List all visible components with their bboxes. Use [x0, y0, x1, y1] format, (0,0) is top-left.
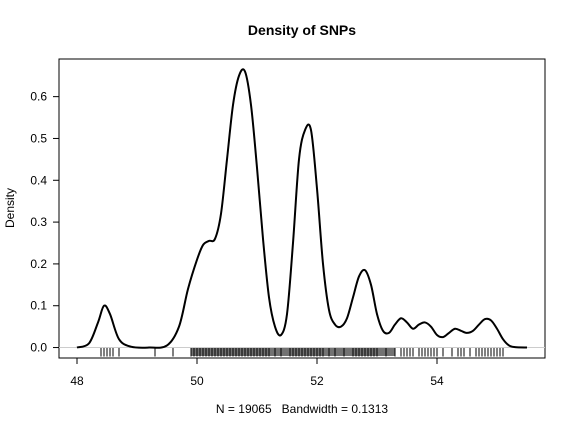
y-axis-label: Density: [3, 188, 17, 228]
rug-marks: [59, 347, 545, 357]
x-axis-label: N = 19065 Bandwidth = 0.1313: [216, 402, 388, 416]
axis-ticks: 48 50 52 54 0.0 0.1 0.2 0.3 0.4 0.5 0.6: [30, 90, 444, 388]
y-tick-label: 0.4: [30, 173, 47, 187]
y-tick-label: 0.0: [30, 341, 47, 355]
density-curve: [76, 68, 528, 349]
y-tick-label: 0.3: [30, 215, 47, 229]
y-tick-label: 0.2: [30, 257, 47, 271]
plot-area-border: [58, 58, 546, 359]
y-tick-label: 0.5: [30, 131, 47, 145]
x-tick-label: 48: [70, 374, 84, 388]
chart-title: Density of SNPs: [248, 22, 356, 38]
x-tick-label: 54: [430, 374, 444, 388]
x-tick-label: 50: [190, 374, 204, 388]
y-tick-label: 0.1: [30, 299, 47, 313]
density-series: [76, 68, 528, 349]
y-tick-label: 0.6: [30, 90, 47, 104]
x-tick-label: 52: [310, 374, 324, 388]
